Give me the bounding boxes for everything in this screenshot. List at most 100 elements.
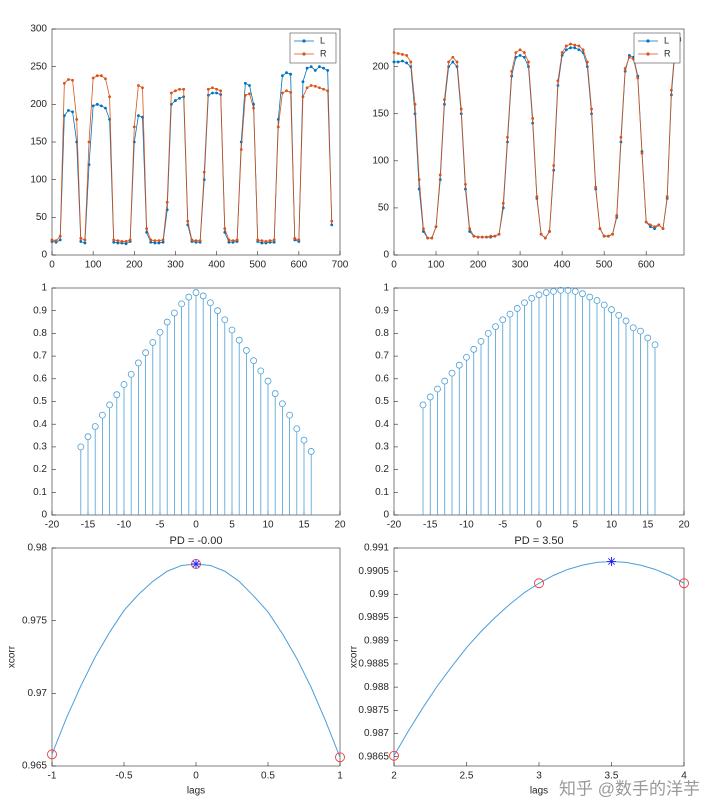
y-tick-label: 150 [30, 137, 47, 148]
point [95, 102, 99, 106]
point [455, 60, 459, 64]
x-tick-label: 100 [85, 260, 102, 271]
x-tick-label: 10 [262, 520, 274, 531]
point [174, 89, 177, 93]
point [161, 238, 165, 242]
y-tick-label: 0.9885 [358, 659, 389, 670]
stem-marker [142, 349, 150, 357]
stem-marker [271, 390, 279, 397]
point [91, 104, 95, 108]
stem-marker [84, 433, 92, 441]
point [409, 60, 413, 64]
y-tick-label: 0.8 [33, 328, 47, 339]
point [91, 76, 95, 80]
legend-marker [302, 39, 306, 43]
point [552, 164, 556, 167]
stem-marker [564, 286, 572, 294]
point [619, 135, 623, 139]
stem-marker [149, 339, 157, 346]
point [447, 60, 451, 64]
point [531, 117, 535, 120]
point [590, 107, 593, 111]
y-tick-label: 0.4 [375, 419, 389, 430]
stem-marker [644, 334, 652, 342]
stem-marker [77, 443, 85, 451]
point [219, 89, 223, 93]
legend-label: R [664, 48, 671, 58]
point [243, 81, 247, 85]
point [464, 182, 467, 186]
point [95, 74, 99, 78]
point [396, 60, 400, 64]
stem-marker [127, 370, 135, 378]
y-tick-label: 0.965 [22, 761, 47, 772]
y-tick-label: 0.1 [33, 487, 47, 498]
stem-marker [571, 288, 579, 295]
stem-marker [293, 425, 301, 433]
stem-marker [455, 361, 463, 369]
stem-marker [99, 411, 106, 419]
point [243, 93, 247, 97]
point [120, 240, 124, 243]
y-tick-label: 0.6 [33, 373, 47, 384]
stem-marker [513, 305, 521, 312]
y-tick-label: 0.1 [375, 487, 389, 498]
stem-marker [477, 337, 485, 345]
point [67, 78, 70, 81]
point [459, 107, 463, 111]
point [648, 223, 652, 227]
point [116, 241, 120, 245]
point [611, 232, 614, 236]
point [301, 80, 305, 84]
stem-marker [593, 297, 601, 304]
legend-marker [646, 39, 650, 43]
point [623, 67, 627, 70]
x-tick-label: -1 [48, 771, 57, 782]
point [322, 87, 325, 91]
watermark: 知乎 @数手的洋芋 [559, 779, 700, 798]
point [260, 241, 264, 245]
point [289, 90, 293, 94]
point [305, 66, 309, 70]
point [153, 241, 157, 245]
point [248, 84, 251, 87]
stem-marker [170, 309, 178, 317]
point [272, 238, 276, 242]
x-tick-label: -5 [498, 520, 507, 531]
point [514, 51, 518, 54]
stem-marker [622, 317, 630, 325]
x-tick-label: 0 [193, 520, 199, 531]
x-tick-label: 500 [596, 260, 613, 271]
y-axis-label: xcorr [349, 645, 360, 668]
x-tick-label: 500 [249, 260, 266, 271]
point [405, 61, 409, 65]
stem-marker [615, 311, 623, 319]
x-tick-label: 300 [512, 260, 529, 271]
point [248, 92, 251, 96]
point [235, 238, 239, 242]
y-tick-label: 150 [372, 108, 389, 119]
y-axis-label: xcorr [7, 645, 18, 668]
peak-marker [191, 559, 201, 569]
point [186, 219, 190, 223]
y-tick-label: 100 [30, 174, 47, 185]
stem-marker [463, 353, 470, 361]
point [472, 234, 476, 238]
point [75, 118, 79, 121]
x-tick-label: 400 [554, 260, 571, 271]
point [54, 239, 58, 243]
point [174, 99, 177, 102]
stem-marker [470, 345, 478, 353]
point [326, 89, 330, 93]
point [157, 239, 161, 243]
stem-marker [242, 347, 250, 354]
y-tick-label: 200 [372, 61, 389, 72]
stem-marker [214, 307, 222, 315]
y-tick-label: 0.9 [375, 305, 389, 316]
point [124, 240, 128, 243]
peak-marker [607, 556, 616, 566]
point [657, 223, 661, 227]
sample-marker [534, 578, 544, 589]
y-tick-label: 0.6 [375, 373, 389, 384]
point [577, 48, 581, 52]
